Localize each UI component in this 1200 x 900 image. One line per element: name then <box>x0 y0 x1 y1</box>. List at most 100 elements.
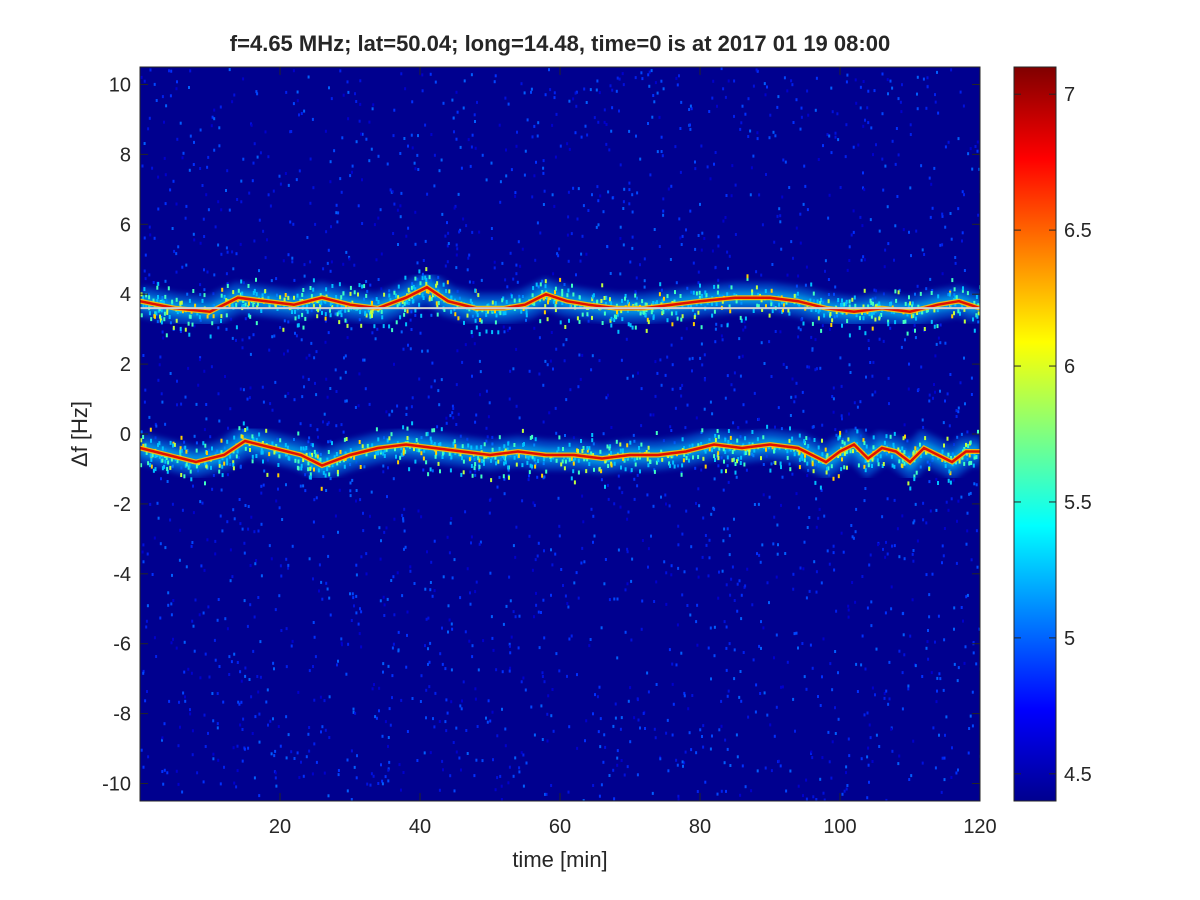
noise-speck <box>239 723 242 727</box>
noise-speck <box>553 204 556 208</box>
trace-speck <box>204 443 207 448</box>
noise-speck <box>931 289 934 292</box>
noise-speck <box>542 171 545 175</box>
trace-speck <box>404 308 406 312</box>
noise-speck <box>870 600 873 604</box>
noise-speck <box>273 754 276 758</box>
noise-speck <box>327 331 330 335</box>
noise-speck <box>726 374 729 378</box>
trace-speck <box>916 447 919 452</box>
trace-speck <box>288 456 291 461</box>
trace-speck <box>591 297 594 302</box>
trace-speck <box>577 458 580 463</box>
trace-speck <box>255 321 258 326</box>
trace-speck <box>150 457 153 462</box>
noise-speck <box>959 90 962 94</box>
noise-speck <box>760 620 762 624</box>
noise-speck <box>231 575 234 579</box>
noise-speck <box>186 292 189 296</box>
noise-speck <box>641 539 644 542</box>
noise-speck <box>793 632 796 636</box>
noise-speck <box>859 215 862 219</box>
noise-speck <box>463 79 466 83</box>
trace-speck <box>666 318 669 323</box>
trace-speck <box>820 297 823 302</box>
noise-speck <box>730 577 733 581</box>
noise-speck <box>637 718 640 722</box>
noise-speck <box>306 236 309 239</box>
noise-speck <box>776 552 779 556</box>
noise-speck <box>224 375 226 378</box>
noise-speck <box>284 172 287 175</box>
noise-speck <box>530 705 533 709</box>
noise-speck <box>733 79 736 83</box>
noise-speck <box>253 776 256 780</box>
noise-speck <box>191 753 194 757</box>
noise-speck <box>897 762 900 766</box>
noise-speck <box>806 208 809 212</box>
trace-speck <box>160 316 163 320</box>
noise-speck <box>619 272 622 276</box>
noise-speck <box>777 95 780 99</box>
noise-speck <box>554 155 557 159</box>
noise-speck <box>318 589 320 593</box>
trace-speck <box>305 302 308 307</box>
noise-speck <box>510 168 513 172</box>
trace-speck <box>675 311 678 316</box>
noise-speck <box>254 562 257 566</box>
noise-speck <box>145 625 148 629</box>
noise-speck <box>457 192 460 196</box>
noise-speck <box>413 161 416 165</box>
noise-speck <box>744 785 747 789</box>
noise-speck <box>636 484 639 488</box>
trace-speck <box>592 293 595 298</box>
noise-speck <box>593 534 596 538</box>
trace-speck <box>887 322 890 327</box>
trace-speck <box>546 295 549 300</box>
noise-speck <box>518 770 521 774</box>
noise-speck <box>619 727 622 731</box>
noise-speck <box>247 505 250 508</box>
noise-speck <box>815 590 818 594</box>
noise-speck <box>272 189 275 193</box>
noise-speck <box>405 413 408 416</box>
trace-speck <box>278 454 281 459</box>
noise-speck <box>830 151 833 155</box>
noise-speck <box>346 336 349 340</box>
noise-speck <box>179 330 182 333</box>
noise-speck <box>598 794 601 798</box>
trace-speck <box>286 445 289 450</box>
noise-speck <box>883 696 886 700</box>
noise-speck <box>157 378 160 382</box>
noise-speck <box>567 215 570 219</box>
noise-speck <box>945 500 948 504</box>
noise-speck <box>304 473 307 477</box>
trace-speck <box>163 464 166 469</box>
noise-speck <box>436 425 439 429</box>
noise-speck <box>300 112 303 115</box>
noise-speck <box>754 710 757 714</box>
noise-speck <box>244 674 247 678</box>
noise-speck <box>189 134 192 138</box>
noise-speck <box>772 130 775 134</box>
trace-speck <box>805 436 808 441</box>
noise-speck <box>922 77 925 81</box>
trace-speck <box>700 442 703 446</box>
noise-speck <box>287 566 290 570</box>
trace-speck <box>890 454 893 459</box>
noise-speck <box>389 188 392 192</box>
noise-speck <box>602 432 605 436</box>
noise-speck <box>246 624 249 628</box>
trace-speck <box>588 446 591 451</box>
trace-speck <box>353 290 356 295</box>
trace-speck <box>670 311 673 316</box>
noise-speck <box>272 717 274 721</box>
noise-speck <box>848 412 850 416</box>
noise-speck <box>422 259 425 262</box>
noise-speck <box>232 508 235 512</box>
noise-speck <box>840 384 843 388</box>
trace-speck <box>166 469 169 474</box>
noise-speck <box>377 782 380 785</box>
noise-speck <box>503 492 506 496</box>
trace-speck <box>656 300 658 305</box>
